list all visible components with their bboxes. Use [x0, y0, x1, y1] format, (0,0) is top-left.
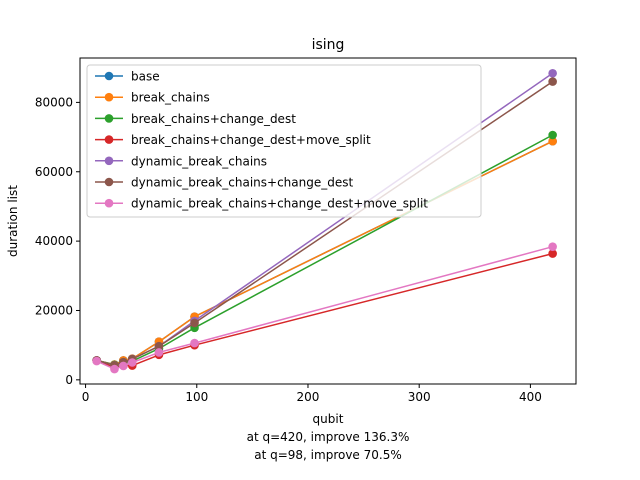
data-point — [548, 68, 557, 78]
y-axis-label: duration list — [6, 185, 20, 257]
legend-marker — [104, 135, 114, 144]
y-tick-label: 40000 — [35, 234, 73, 248]
axes-frame — [79, 57, 577, 385]
legend-item: break_chains+change_dest — [95, 112, 296, 126]
data-point — [548, 249, 557, 258]
y-tick-label: 60000 — [35, 165, 73, 179]
data-point — [548, 130, 557, 140]
data-point — [548, 242, 557, 251]
y-axis: 0 20000 40000 60000 80000 — [35, 95, 80, 387]
x-tick-label: 400 — [519, 390, 542, 404]
data-point — [548, 77, 557, 86]
legend-item: break_chains — [95, 91, 210, 105]
legend-label: break_chains — [131, 91, 210, 105]
y-tick-label: 80000 — [35, 95, 73, 109]
series-dynamic-break-chains-change-dest-move-split — [92, 242, 557, 374]
legend-label: dynamic_break_chains+change_dest+move_sp… — [131, 197, 428, 211]
data-point — [190, 338, 199, 348]
chart-title: ising — [312, 37, 345, 53]
x-tick-label: 300 — [408, 390, 431, 404]
data-point — [154, 341, 164, 351]
data-point — [92, 356, 101, 366]
y-tick-label: 0 — [65, 373, 73, 387]
data-point — [127, 358, 137, 367]
legend-item: dynamic_break_chains+change_dest — [95, 176, 353, 190]
x-tick-label: 0 — [82, 390, 90, 404]
y-tick-label: 20000 — [35, 303, 73, 317]
legend-label: dynamic_break_chains+change_dest — [131, 176, 353, 190]
legend-box — [86, 64, 482, 218]
legend-marker — [104, 71, 114, 81]
x-axis-label: qubit — [313, 412, 344, 426]
data-point — [154, 348, 164, 357]
legend-label: dynamic_break_chains — [131, 154, 267, 168]
footnote-line-1: at q=420, improve 136.3% — [247, 430, 410, 444]
legend-label: base — [131, 70, 160, 84]
data-point — [119, 361, 128, 371]
footnote-line-2: at q=98, improve 70.5% — [254, 448, 402, 462]
legend-marker — [104, 177, 114, 187]
legend-marker — [104, 114, 114, 123]
legend-marker — [104, 198, 114, 208]
x-axis: 0 100 200 300 400 — [82, 384, 542, 404]
legend-label: break_chains+change_dest+move_split — [131, 133, 371, 147]
data-point — [110, 364, 119, 374]
data-point — [548, 136, 557, 146]
data-point — [190, 318, 199, 328]
x-tick-label: 100 — [185, 390, 208, 404]
legend-marker — [104, 156, 114, 166]
plot-area — [92, 68, 557, 374]
legend-item: dynamic_break_chains — [95, 154, 267, 168]
x-tick-label: 200 — [297, 390, 320, 404]
legend-item: base — [95, 70, 160, 84]
legend-item: break_chains+change_dest+move_split — [95, 133, 371, 147]
legend-label: break_chains+change_dest — [131, 112, 296, 126]
legend-marker — [104, 92, 114, 102]
legend-item: dynamic_break_chains+change_dest+move_sp… — [95, 197, 428, 211]
legend: base break_chains break_chains+change_dest… — [86, 64, 482, 218]
